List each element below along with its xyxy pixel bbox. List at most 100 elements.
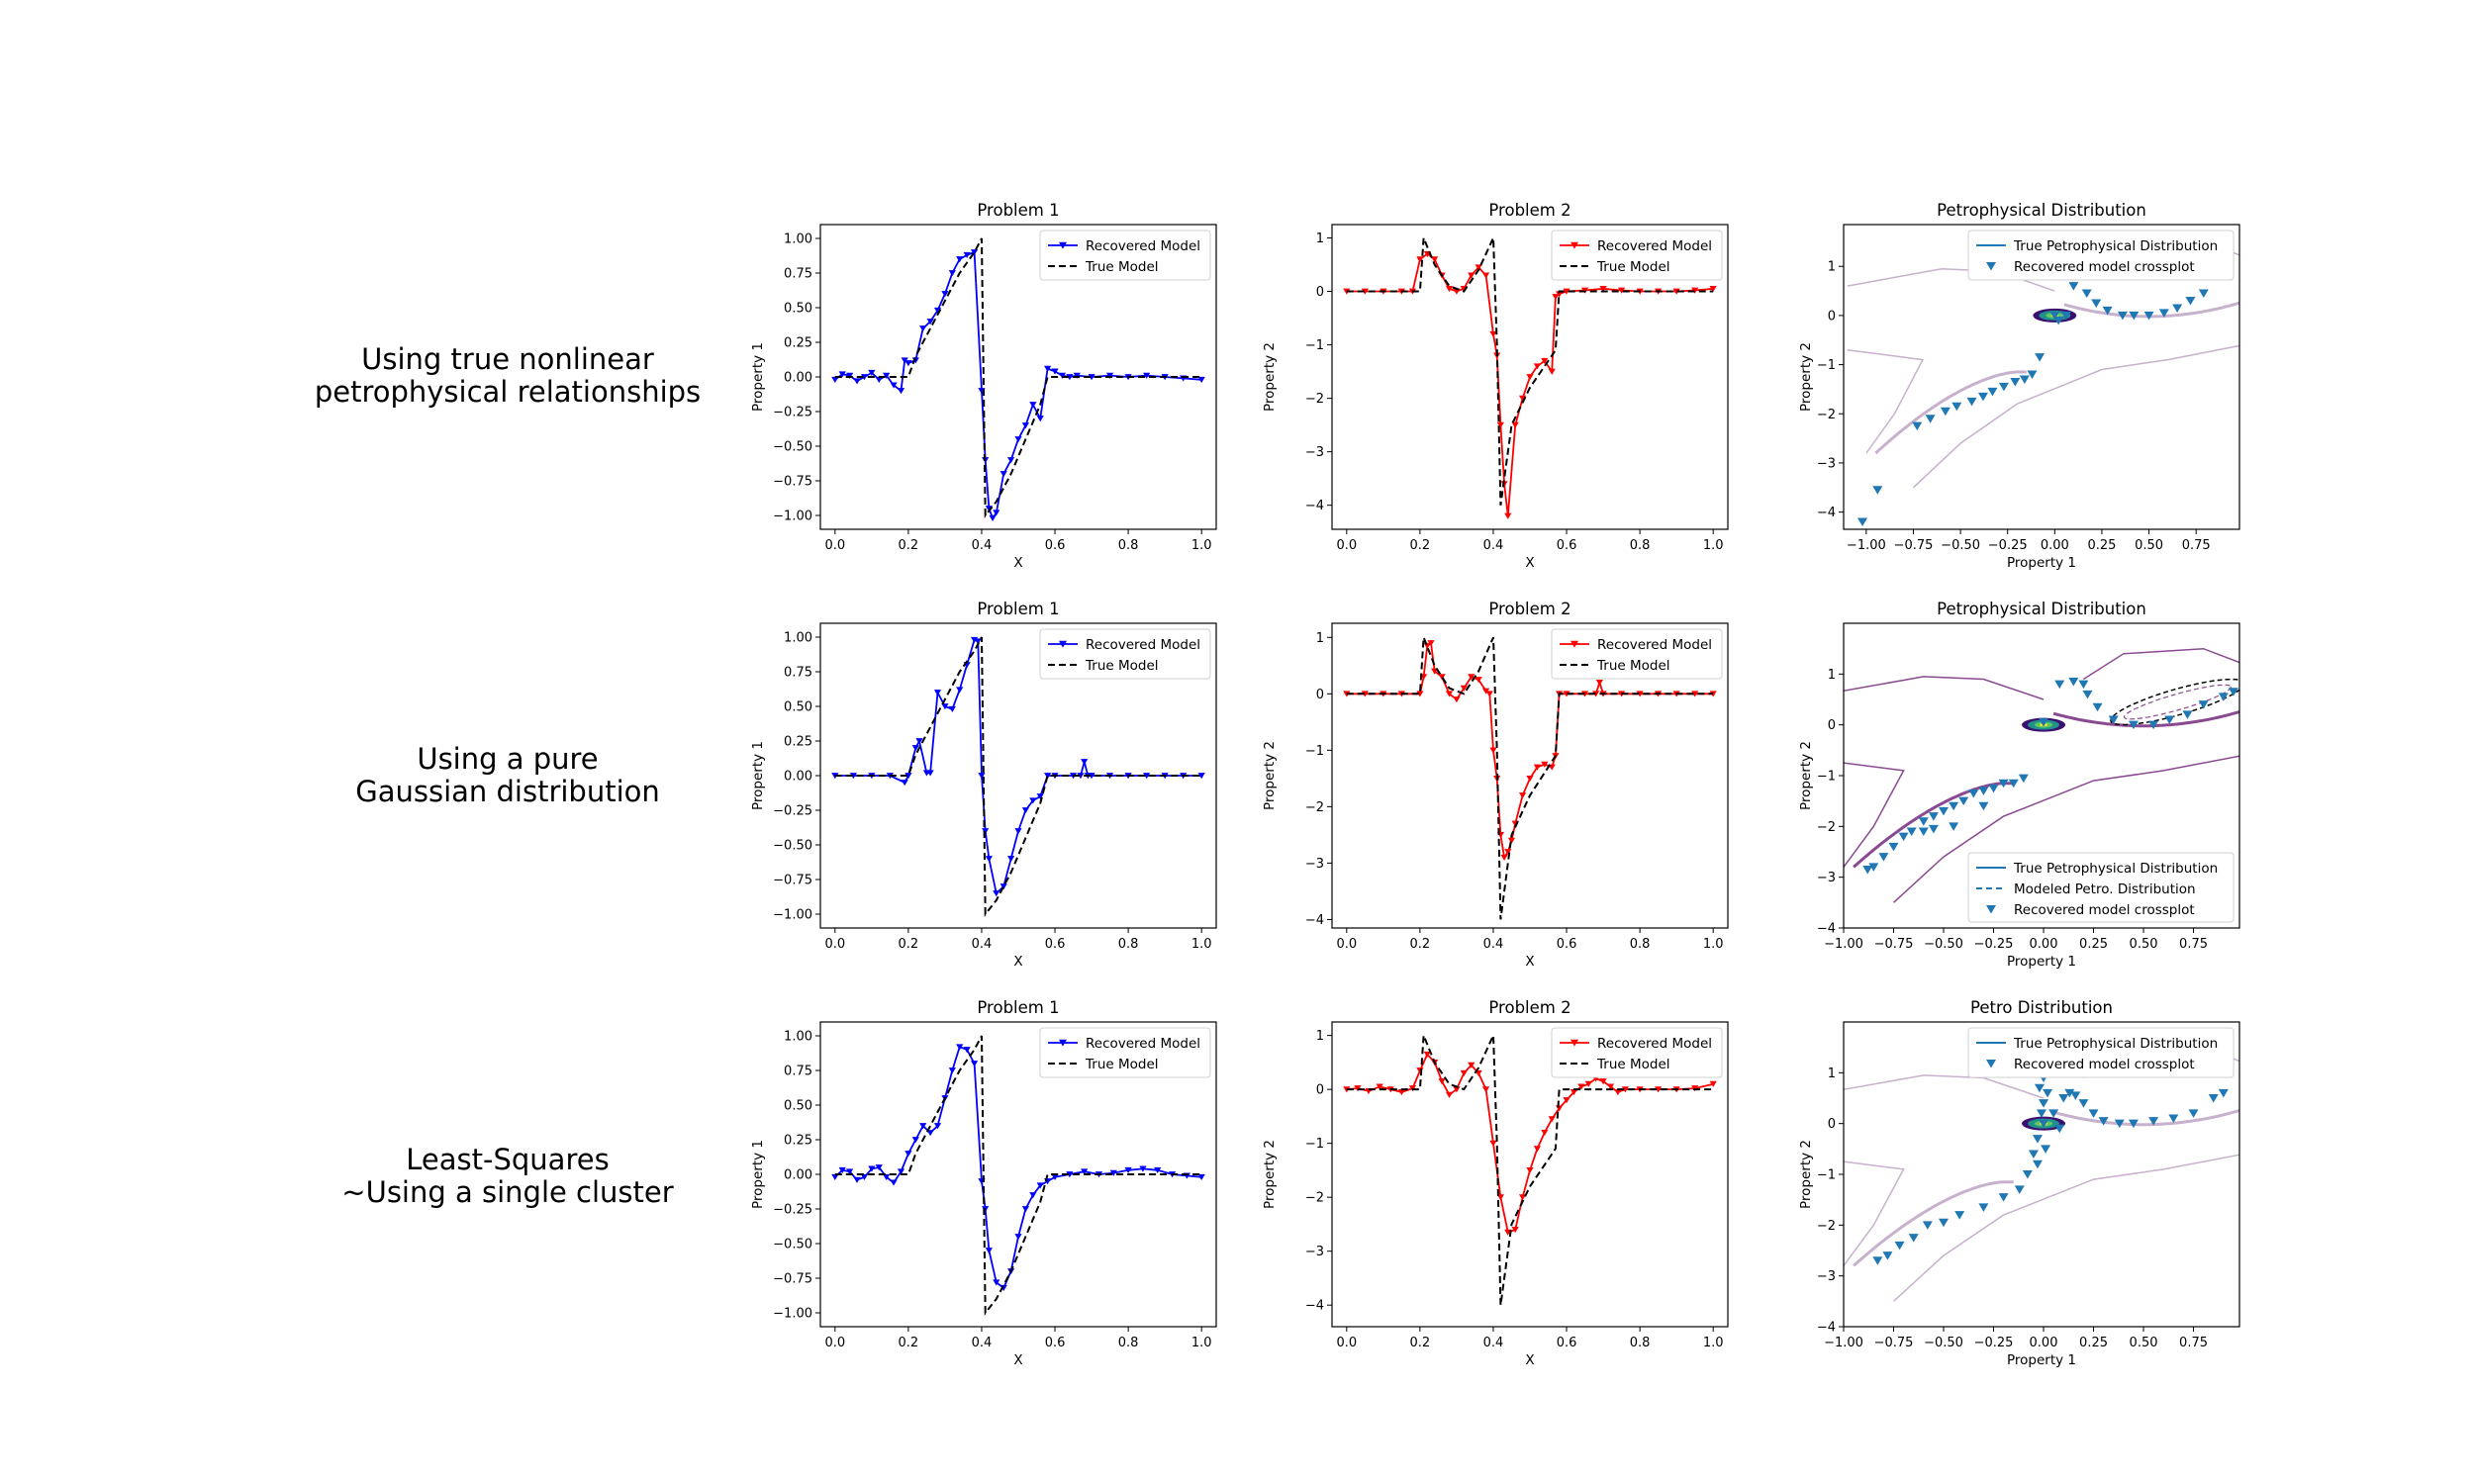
chart-4-series-1-line: [1346, 636, 1714, 920]
chart-0-series-0-marker-4: [860, 374, 869, 381]
chart-5-point-12: [1978, 787, 1989, 795]
chart-8-point-13: [2039, 1119, 2049, 1129]
chart-3-ytick-label-2: 0.50: [784, 700, 812, 715]
chart-6-series-0-marker-16: [948, 1067, 956, 1074]
chart-1-series-0-marker-1: [1361, 288, 1369, 295]
chart-1-series-0-marker-27: [1556, 291, 1564, 298]
chart-2-xtick-label-5: 0.25: [2087, 538, 2116, 553]
chart-0-series-0-marker-43: [1197, 376, 1205, 384]
chart-7-series-0-marker-8: [1423, 1051, 1431, 1058]
chart-5-ytick-label-3: −2: [1817, 820, 1836, 835]
chart-3-legend-1-label: True Model: [1085, 658, 1159, 674]
chart-0-series-0-marker-33: [1051, 368, 1059, 375]
chart-4-ytick-label-2: −1: [1305, 744, 1324, 759]
chart-0-ytick-label-1: 0.75: [784, 267, 812, 282]
chart-1-series-0-marker-5: [1416, 256, 1424, 263]
chart-6-legend-box: [1039, 1027, 1211, 1078]
chart-7-series-0-marker-23: [1533, 1146, 1542, 1153]
chart-8-ytick-label-3: −2: [1817, 1219, 1836, 1234]
chart-7-series-0-marker-10: [1438, 1078, 1446, 1085]
chart-7-series-0-marker-33: [1606, 1083, 1615, 1090]
chart-1-series-0-marker-9: [1445, 285, 1454, 293]
chart-5-point-9: [1949, 801, 1959, 811]
chart-0-series-0-marker-13: [919, 325, 927, 332]
chart-5-xtick-label-3: −0.25: [1974, 937, 2014, 952]
chart-5-ytick-label-1: 0: [1828, 718, 1836, 733]
chart-5-point-3: [1888, 842, 1899, 852]
chart-0-ytick-label-0: 1.00: [784, 232, 812, 247]
chart-2-point-26: [2185, 297, 2196, 306]
chart-0-series-0-marker-17: [948, 270, 956, 277]
chart-2: Petrophysical Distribution −1.00 −0.75 −0.5…: [1798, 201, 2240, 571]
chart-4-series-0-marker-26: [1533, 764, 1542, 771]
chart-7: Problem 2 0.0 0.2 0.4 0.6 0.8 1.0 1 0 −1 −2 −3 −4 X Pr…: [1262, 998, 1729, 1368]
chart-6-series-0-marker-21: [982, 1206, 990, 1213]
chart-1-series-0-marker-7: [1431, 256, 1439, 263]
chart-2-ytick-label-4: −3: [1817, 456, 1836, 471]
chart-6-ytick-label-3: 0.25: [784, 1134, 812, 1149]
chart-6-series-0-marker-6: [875, 1164, 883, 1171]
chart-5-point-19: [1978, 801, 1989, 811]
chart-3-legend-box: [1039, 628, 1211, 680]
chart-3-series-0-marker-6: [911, 745, 919, 752]
chart-6-series-0-marker-18: [963, 1047, 971, 1054]
chart-5-modeled-ellipse-2: [2123, 684, 2232, 720]
chart-4-series-0-marker-10: [1445, 691, 1454, 697]
chart-8-point-25: [2098, 1117, 2109, 1126]
chart-3-xtick-label-5: 1.0: [1191, 937, 1212, 952]
chart-6-series-0-marker-0: [831, 1173, 839, 1181]
chart-2-point-12: [2027, 370, 2038, 380]
chart-8-point-31: [2208, 1094, 2219, 1103]
chart-5-point-31: [2182, 710, 2193, 719]
chart-3-series-0-marker-12: [948, 705, 956, 713]
chart-6-series-0-marker-19: [970, 1061, 979, 1067]
chart-3-xtick-label-4: 0.8: [1118, 937, 1139, 952]
chart-5-point-17: [1928, 824, 1939, 834]
chart-6-series-0-marker-1: [838, 1166, 846, 1174]
chart-3-series-0-marker-20: [993, 890, 1000, 897]
chart-2-point-13: [2035, 353, 2046, 362]
chart-5-point-24: [2078, 680, 2089, 690]
chart-5-legend-2-marker: [1986, 905, 1996, 914]
chart-7-series-0-marker-16: [1481, 1086, 1490, 1093]
chart-7-series-0-marker-11: [1445, 1091, 1454, 1098]
chart-7-series-0-marker-7: [1416, 1067, 1424, 1074]
chart-4-series-0-marker-33: [1592, 691, 1600, 697]
chart-6-series-0-marker-14: [933, 1123, 942, 1130]
chart-2-point-6: [1966, 397, 1977, 407]
chart-6-series-0-marker-29: [1036, 1182, 1044, 1189]
chart-8-point-35: [2037, 1109, 2046, 1118]
chart-7-series-0-marker-30: [1584, 1080, 1592, 1087]
chart-1-series-0-marker-15: [1489, 330, 1497, 338]
chart-0-series-0-marker-27: [1006, 457, 1015, 464]
chart-5-modeled-ellipse-1: [2110, 678, 2239, 726]
chart-2-point-23: [2143, 311, 2154, 321]
chart-2-xtick-label-6: 0.50: [2135, 538, 2163, 553]
chart-3-series-0-marker-5: [904, 773, 912, 780]
chart-5-point-23: [2068, 678, 2079, 687]
chart-8-point-12: [2032, 1135, 2043, 1144]
chart-5-frame: [1843, 622, 2240, 929]
chart-1-series-0-marker-36: [1709, 285, 1717, 293]
chart-4-series-0-marker-14: [1475, 677, 1482, 684]
chart-2-ytick-label-0: 1: [1828, 260, 1836, 275]
chart-5-legend-1-label: Modeled Petro. Distribution: [2014, 881, 2196, 897]
chart-3-series-0-marker-33: [1088, 773, 1095, 780]
chart-5-point-26: [2092, 702, 2103, 712]
chart-5-plot-area: [1844, 647, 2239, 903]
chart-1-ytick-label-3: −2: [1305, 392, 1324, 407]
chart-6-xtick-label-5: 1.0: [1191, 1336, 1212, 1350]
chart-5-ytick-label-4: −3: [1817, 871, 1836, 885]
chart-4-ylabel: Property 2: [1262, 741, 1278, 810]
chart-8-contour-lower: [1853, 1180, 2014, 1267]
chart-0-series-0-marker-5: [868, 369, 876, 377]
chart-5-point-0: [1862, 865, 1873, 875]
chart-7-series-0-marker-37: [1655, 1086, 1663, 1093]
chart-5-contour-lower: [1853, 782, 2014, 869]
chart-8-plot-area: [1844, 1046, 2239, 1302]
chart-7-ytick-label-3: −2: [1305, 1191, 1324, 1206]
chart-1-ytick-label-1: 0: [1316, 285, 1324, 300]
chart-5-contour-outer-1: [1844, 676, 2045, 700]
chart-3-ylabel: Property 1: [750, 741, 766, 810]
chart-1-series-0-marker-17: [1496, 421, 1504, 428]
